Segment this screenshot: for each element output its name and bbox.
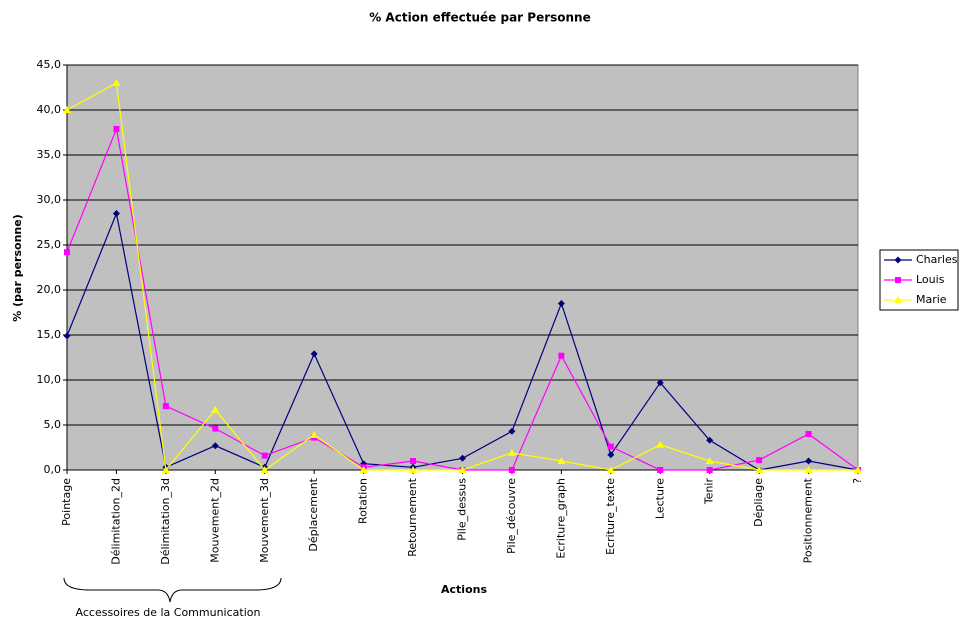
x-axis-label: Actions [441, 583, 487, 596]
point [63, 106, 71, 113]
point [64, 249, 70, 256]
point [756, 457, 763, 464]
point [112, 79, 121, 86]
point [310, 350, 318, 358]
point [755, 466, 764, 473]
legend-marker [894, 256, 902, 264]
point [804, 466, 813, 473]
point [409, 466, 418, 473]
point [607, 451, 615, 459]
y-tick-label: 30,0 [37, 193, 62, 206]
y-tick-label: 40,0 [37, 103, 62, 116]
annotation: Accessoires de la Communication [76, 606, 261, 619]
point [113, 125, 120, 132]
y-tick-label: 25,0 [37, 238, 62, 251]
point [656, 440, 665, 448]
y-tick-label: 35,0 [37, 148, 62, 161]
y-axis-label: % (par personne) [11, 214, 24, 321]
legend-label: Louis [916, 273, 945, 286]
point [211, 405, 220, 413]
point [508, 467, 515, 473]
x-tick-label: ? [851, 478, 864, 484]
point [507, 448, 516, 456]
legend-label: Marie [916, 293, 947, 306]
x-tick-label: Pile_découvre [505, 478, 518, 554]
x-tick-label: Dépliage [752, 478, 765, 527]
point [410, 458, 417, 464]
point [705, 457, 714, 464]
point [162, 403, 169, 410]
x-tick-label: Mouvement_3d [258, 478, 271, 563]
y-tick-label: 10,0 [37, 373, 62, 386]
point [508, 427, 516, 435]
x-tick-label: Retournement [406, 477, 419, 556]
point [557, 457, 566, 464]
point [161, 466, 170, 473]
x-tick-label: Mouvement_2d [208, 478, 221, 563]
x-tick-label: Déplacement [307, 477, 320, 551]
brace [63, 577, 282, 603]
point [212, 425, 219, 432]
point [359, 466, 368, 473]
point [607, 443, 614, 450]
x-tick-label: Ecriture_graph [554, 478, 567, 559]
point [310, 430, 319, 438]
x-tick-label: Délimitation_2d [109, 478, 122, 565]
x-tick-label: Délimitation_3d [159, 478, 172, 565]
point [706, 436, 714, 444]
legend-marker [895, 277, 901, 283]
plot-area [66, 64, 859, 471]
y-tick-label: 5,0 [44, 418, 62, 431]
point [805, 431, 812, 437]
point [112, 210, 120, 217]
x-tick-label: Lecture [653, 478, 666, 519]
point [260, 466, 269, 473]
point [606, 466, 615, 473]
point [458, 466, 467, 473]
point [657, 467, 664, 473]
point [805, 457, 813, 465]
point [261, 452, 268, 459]
legend-label: Charles [916, 253, 958, 266]
x-tick-label: Pile_dessus [456, 478, 469, 541]
x-tick-label: Ecriture_texte [604, 478, 617, 555]
point [211, 442, 219, 450]
point [63, 332, 71, 340]
point [459, 454, 466, 462]
point [557, 300, 565, 307]
chart-title: % Action effectuée par Personne [369, 11, 591, 25]
y-tick-label: 15,0 [37, 328, 62, 341]
x-tick-label: Pointage [60, 478, 73, 526]
point [706, 467, 713, 473]
x-tick-label: Rotation [357, 478, 370, 524]
x-tick-label: Positionnement [802, 477, 815, 563]
y-tick-label: 45,0 [37, 58, 62, 71]
legend-marker [894, 296, 902, 303]
point [558, 352, 565, 359]
x-tick-label: Tenir [703, 478, 716, 506]
point [656, 379, 664, 387]
y-tick-label: 20,0 [37, 283, 62, 296]
point [854, 466, 862, 473]
y-tick-label: 0,0 [44, 463, 62, 476]
